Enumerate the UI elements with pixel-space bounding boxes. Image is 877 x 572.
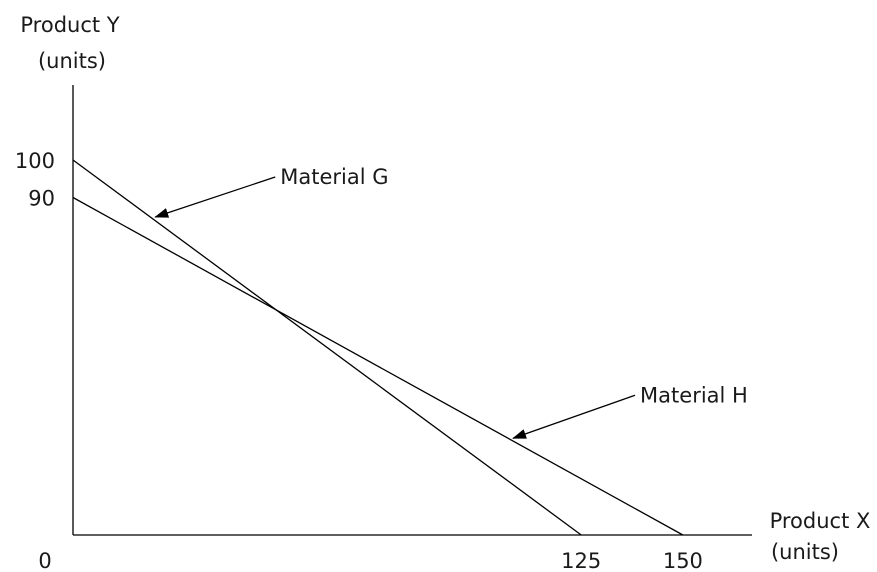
x-axis-title-line2: (units) xyxy=(771,540,839,564)
annotation-label: Material H xyxy=(640,383,748,407)
y-tick-label: 90 xyxy=(28,187,55,211)
origin-label: 0 xyxy=(38,549,51,572)
tick-layer: 100 90 125 150 xyxy=(15,149,703,572)
annotation-arrow xyxy=(154,176,276,218)
series-line-material-h xyxy=(72,196,684,536)
x-axis-title-line1: Product X xyxy=(770,509,871,533)
y-axis-title-line2: (units) xyxy=(38,49,106,73)
annotation-arrow xyxy=(512,394,636,439)
annotation-label: Material G xyxy=(280,165,388,189)
x-tick-label: 125 xyxy=(561,549,601,572)
x-tick-label: 150 xyxy=(663,549,703,572)
series-layer xyxy=(72,159,684,536)
series-line-material-g xyxy=(72,159,582,536)
annotation-layer: Material G Material H xyxy=(154,165,748,439)
y-tick-label: 100 xyxy=(15,149,55,173)
y-axis-title-line1: Product Y xyxy=(20,13,119,37)
